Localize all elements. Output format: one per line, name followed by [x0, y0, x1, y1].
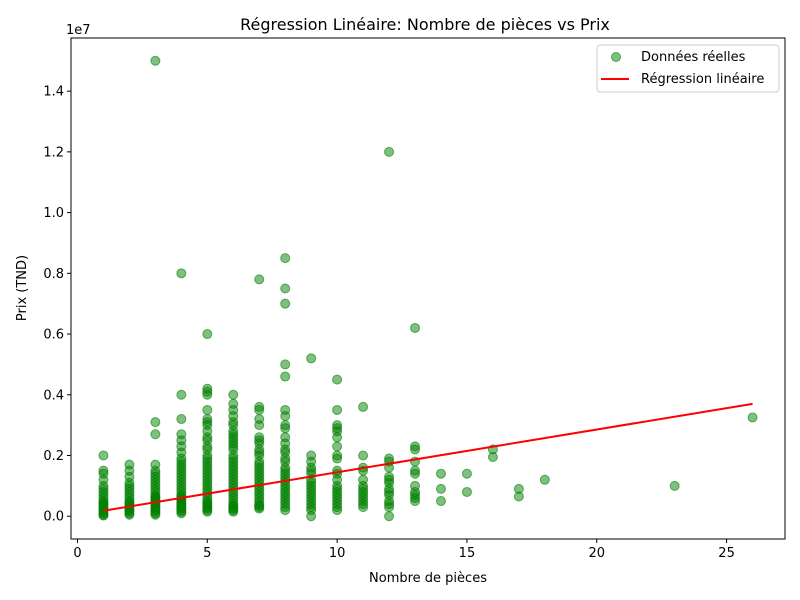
data-point: [539, 474, 550, 485]
data-point: [280, 505, 291, 516]
data-point: [747, 412, 758, 423]
chart-title: Régression Linéaire: Nombre de pièces vs…: [240, 15, 610, 34]
data-point: [280, 423, 291, 434]
data-point: [176, 508, 187, 519]
data-point: [176, 268, 187, 279]
legend: Données réelles Régression linéaire: [596, 44, 780, 93]
data-point: [254, 503, 265, 514]
x-tick-label: 5: [203, 546, 211, 561]
data-point: [176, 414, 187, 425]
data-point: [332, 505, 343, 516]
y-offset-text: 1e7: [66, 23, 91, 38]
data-point: [202, 329, 213, 340]
y-axis-label: Prix (TND): [15, 255, 30, 321]
data-point: [228, 506, 239, 517]
y-tick-label: 1.0: [43, 206, 64, 221]
data-point: [332, 432, 343, 443]
data-point: [306, 353, 317, 364]
data-point: [435, 483, 446, 494]
data-point: [487, 452, 498, 463]
data-point: [358, 401, 369, 412]
legend-box: [596, 44, 780, 93]
data-point: [332, 441, 343, 452]
data-point: [150, 417, 161, 428]
regression-line: [103, 402, 753, 512]
data-point: [410, 468, 421, 479]
x-axis-label: Nombre de pièces: [369, 571, 487, 586]
data-point: [280, 298, 291, 309]
data-point: [358, 502, 369, 513]
data-point: [150, 509, 161, 520]
x-tick-label: 0: [73, 546, 81, 561]
data-point: [669, 480, 680, 491]
data-point: [280, 253, 291, 264]
data-point: [332, 453, 343, 464]
data-point: [358, 450, 369, 461]
data-point: [254, 404, 265, 415]
data-point: [384, 146, 395, 157]
y-tick-label: 1.2: [43, 145, 64, 160]
y-tick-label: 1.4: [43, 85, 64, 100]
data-point: [332, 374, 343, 385]
x-tick-label: 20: [588, 546, 605, 561]
data-point: [435, 496, 446, 507]
data-point: [202, 389, 213, 400]
x-axis: 0 5 10 15 20 25: [73, 539, 735, 561]
data-point: [228, 389, 239, 400]
data-point: [150, 429, 161, 440]
data-point: [254, 274, 265, 285]
data-point: [202, 404, 213, 415]
data-point: [280, 283, 291, 294]
data-point: [124, 509, 135, 520]
x-tick-label: 10: [329, 546, 346, 561]
data-point: [384, 511, 395, 522]
legend-label-scatter: Données réelles: [641, 50, 746, 65]
y-tick-label: 0.0: [43, 510, 64, 525]
data-point: [202, 506, 213, 517]
x-tick-label: 15: [459, 546, 476, 561]
x-tick-label: 25: [718, 546, 735, 561]
data-point: [332, 404, 343, 415]
y-tick-label: 0.4: [43, 388, 64, 403]
data-point: [280, 411, 291, 422]
legend-label-line: Régression linéaire: [641, 72, 764, 87]
data-point: [280, 371, 291, 382]
data-point: [435, 468, 446, 479]
data-point: [306, 511, 317, 522]
plot-frame: [70, 37, 786, 540]
data-point: [98, 510, 109, 521]
data-point: [410, 322, 421, 333]
data-point: [410, 496, 421, 507]
scatter-points: [98, 55, 758, 522]
y-tick-label: 0.8: [43, 267, 64, 282]
data-point: [150, 55, 161, 66]
data-point: [384, 502, 395, 513]
data-point: [461, 468, 472, 479]
data-point: [98, 450, 109, 461]
data-point: [461, 486, 472, 497]
y-tick-label: 0.2: [43, 449, 64, 464]
y-axis: 0.0 0.2 0.4 0.6 0.8 1.0 1.2 1.4: [43, 85, 71, 525]
data-point: [280, 359, 291, 370]
regression-line-layer: [103, 402, 753, 512]
legend-marker-scatter: [611, 52, 621, 62]
data-point: [254, 420, 265, 431]
data-point: [176, 389, 187, 400]
y-tick-label: 0.6: [43, 328, 64, 343]
data-point: [513, 491, 524, 502]
data-point: [410, 444, 421, 455]
